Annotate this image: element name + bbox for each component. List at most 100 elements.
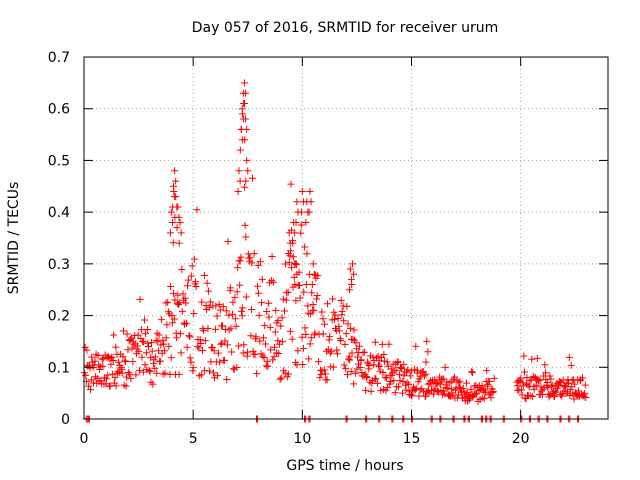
data-point xyxy=(269,356,277,364)
data-point xyxy=(167,282,175,290)
data-point xyxy=(83,346,91,354)
data-point xyxy=(284,370,292,378)
y-tick-label: 0.7 xyxy=(48,50,70,66)
data-point xyxy=(547,375,555,383)
data-point xyxy=(405,380,413,388)
data-point xyxy=(436,380,444,388)
data-point xyxy=(417,373,425,381)
data-point xyxy=(278,314,286,322)
data-point xyxy=(285,258,293,266)
data-point xyxy=(281,307,289,315)
data-point xyxy=(490,374,498,382)
data-point xyxy=(196,336,204,344)
data-point xyxy=(159,370,167,378)
data-point xyxy=(538,387,546,395)
data-point xyxy=(140,316,148,324)
data-point xyxy=(443,378,451,386)
data-point xyxy=(168,319,176,327)
data-point xyxy=(167,354,175,362)
data-point xyxy=(140,338,148,346)
data-point xyxy=(266,323,274,331)
x-axis-label: GPS time / hours xyxy=(286,458,403,474)
data-point xyxy=(421,372,429,380)
data-point xyxy=(236,257,244,265)
data-point xyxy=(292,297,300,305)
data-point xyxy=(297,229,305,237)
data-point xyxy=(316,374,324,382)
data-point xyxy=(340,317,348,325)
data-point xyxy=(232,322,240,330)
data-point xyxy=(186,354,194,362)
data-point xyxy=(107,360,115,368)
data-point xyxy=(263,308,271,316)
data-point xyxy=(193,206,201,214)
data-point xyxy=(255,289,263,297)
data-point xyxy=(306,340,314,348)
data-point xyxy=(254,282,262,290)
data-point xyxy=(239,349,247,357)
data-point xyxy=(237,253,245,261)
data-point xyxy=(299,360,307,368)
data-point xyxy=(394,359,402,367)
data-point xyxy=(474,383,482,391)
data-point xyxy=(102,375,110,383)
data-point xyxy=(293,198,301,206)
data-point xyxy=(390,377,398,385)
data-point xyxy=(258,299,266,307)
data-point xyxy=(256,258,264,266)
data-point xyxy=(179,290,187,298)
data-point xyxy=(439,387,447,395)
data-point xyxy=(182,299,190,307)
data-point xyxy=(216,306,224,314)
data-point xyxy=(400,360,408,368)
data-point xyxy=(237,307,245,315)
data-point xyxy=(276,375,284,383)
data-point xyxy=(321,320,329,328)
data-point xyxy=(566,386,574,394)
data-point xyxy=(270,353,278,361)
data-point xyxy=(416,386,424,394)
data-point xyxy=(206,367,214,375)
data-point xyxy=(344,320,352,328)
data-point xyxy=(247,306,255,314)
data-point xyxy=(175,213,183,221)
data-point xyxy=(187,272,195,280)
data-point xyxy=(219,322,227,330)
data-point xyxy=(307,198,315,206)
data-point xyxy=(151,364,159,372)
data-point xyxy=(127,375,135,383)
data-point xyxy=(164,298,172,306)
data-point xyxy=(520,352,528,360)
data-point xyxy=(221,356,229,364)
data-point xyxy=(172,193,180,201)
data-point xyxy=(345,286,353,294)
y-tick-label: 0.1 xyxy=(48,360,70,376)
data-point xyxy=(177,349,185,357)
data-point xyxy=(369,353,377,361)
data-point xyxy=(87,386,95,394)
data-point xyxy=(404,366,412,374)
data-point xyxy=(349,335,357,343)
data-point xyxy=(279,295,287,303)
data-point xyxy=(136,295,144,303)
data-point xyxy=(177,229,185,237)
data-point xyxy=(333,350,341,358)
data-point xyxy=(108,353,116,361)
data-point xyxy=(530,385,538,393)
data-point xyxy=(124,368,132,376)
data-point xyxy=(387,377,395,385)
data-point xyxy=(275,349,283,357)
data-point xyxy=(331,311,339,319)
data-point xyxy=(223,375,231,383)
data-point xyxy=(422,392,430,400)
data-point xyxy=(227,324,235,332)
data-point xyxy=(520,368,528,376)
data-point xyxy=(156,357,164,365)
data-point xyxy=(214,372,222,380)
data-point xyxy=(394,383,402,391)
data-point xyxy=(205,287,213,295)
data-point xyxy=(447,385,455,393)
data-point xyxy=(197,340,205,348)
data-point xyxy=(423,337,431,345)
data-point xyxy=(115,358,123,366)
